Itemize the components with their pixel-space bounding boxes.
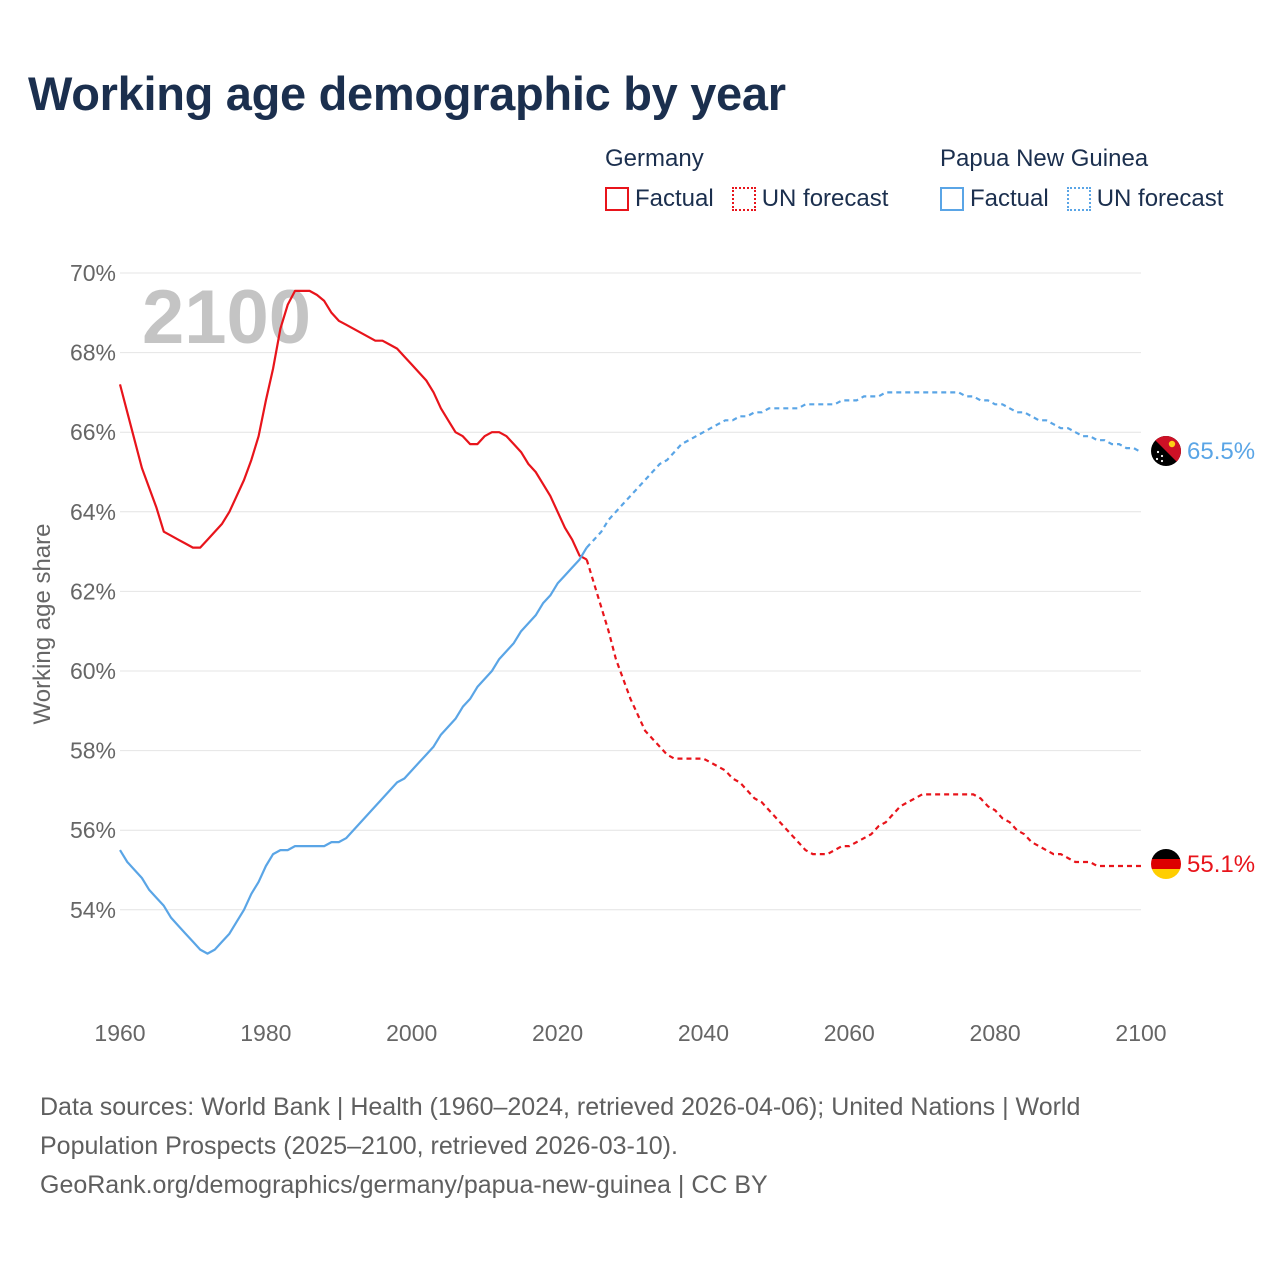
- data-source-note: Data sources: World Bank | Health (1960–…: [40, 1088, 1220, 1205]
- germany-factual-line[interactable]: [118, 289, 588, 561]
- y-tick-label: 62%: [70, 578, 116, 604]
- legend-label-png-factual: Factual: [970, 185, 1049, 212]
- legend-group-title-papua-new-guinea: Papua New Guinea: [940, 145, 1149, 172]
- papua-new-guinea-forecast-line[interactable]: [585, 391, 1142, 549]
- legend-group-papua-new-guinea: Papua New Guinea Factual UN forecast: [940, 144, 1223, 213]
- legend-swatch-png-forecast: [1066, 187, 1091, 211]
- legend-group-title-germany: Germany: [605, 145, 704, 172]
- source-line-1: Data sources: World Bank | Health (1960–…: [40, 1093, 1081, 1121]
- papua-new-guinea-end-label: 65.5%: [1187, 438, 1255, 465]
- x-tick-label: 2000: [386, 1020, 437, 1046]
- legend-swatch-png-factual: [940, 187, 964, 211]
- y-axis-label: Working age share: [29, 524, 56, 725]
- y-tick-label: 66%: [70, 419, 116, 445]
- papua-new-guinea-factual-line[interactable]: [119, 547, 588, 955]
- x-tick-label: 2040: [678, 1020, 729, 1046]
- germany-end-label: 55.1%: [1187, 851, 1255, 878]
- x-tick-label: 2100: [1115, 1020, 1166, 1046]
- x-tick-label: 2080: [970, 1020, 1021, 1046]
- x-tick-label: 2020: [532, 1020, 583, 1046]
- legend-group-germany: Germany Factual UN forecast: [605, 144, 888, 213]
- watermark-year: 2100: [142, 275, 311, 360]
- y-tick-label: 60%: [70, 658, 116, 684]
- source-link[interactable]: GeoRank.org/demographics/germany/papua-n…: [40, 1171, 768, 1199]
- y-tick-label: 68%: [70, 340, 116, 366]
- x-tick-label: 1960: [94, 1020, 145, 1046]
- chart-title: Working age demographic by year: [28, 67, 786, 120]
- legend-item-png-forecast[interactable]: UN forecast: [1066, 185, 1224, 213]
- legend-item-png-factual[interactable]: Factual: [940, 185, 1049, 213]
- source-line-2: Population Prospects (2025–2100, retriev…: [40, 1132, 678, 1160]
- y-tick-label: 58%: [70, 738, 116, 764]
- legend-swatch-germany-factual: [605, 187, 629, 211]
- line-chart: 2100 54% 56% 58% 60% 62% 64% 66% 68% 70% 1960 198…: [29, 260, 1255, 1046]
- legend-swatch-germany-forecast: [731, 187, 756, 211]
- y-tick-label: 54%: [70, 897, 116, 923]
- legend-label-germany-forecast: UN forecast: [761, 185, 889, 212]
- x-tick-label: 2060: [824, 1020, 875, 1046]
- legend-label-png-forecast: UN forecast: [1096, 185, 1224, 212]
- germany-forecast-line[interactable]: [585, 559, 1141, 868]
- legend-item-germany-factual[interactable]: Factual: [605, 185, 714, 213]
- y-tick-label: 70%: [70, 260, 116, 286]
- legend-item-germany-forecast[interactable]: UN forecast: [731, 185, 889, 213]
- legend-label-germany-factual: Factual: [635, 185, 714, 212]
- germany-flag-icon: [1151, 849, 1181, 879]
- y-tick-label: 56%: [70, 817, 116, 843]
- x-tick-label: 1980: [240, 1020, 291, 1046]
- y-tick-label: 64%: [70, 499, 116, 525]
- papua-new-guinea-flag-icon: [1151, 436, 1181, 466]
